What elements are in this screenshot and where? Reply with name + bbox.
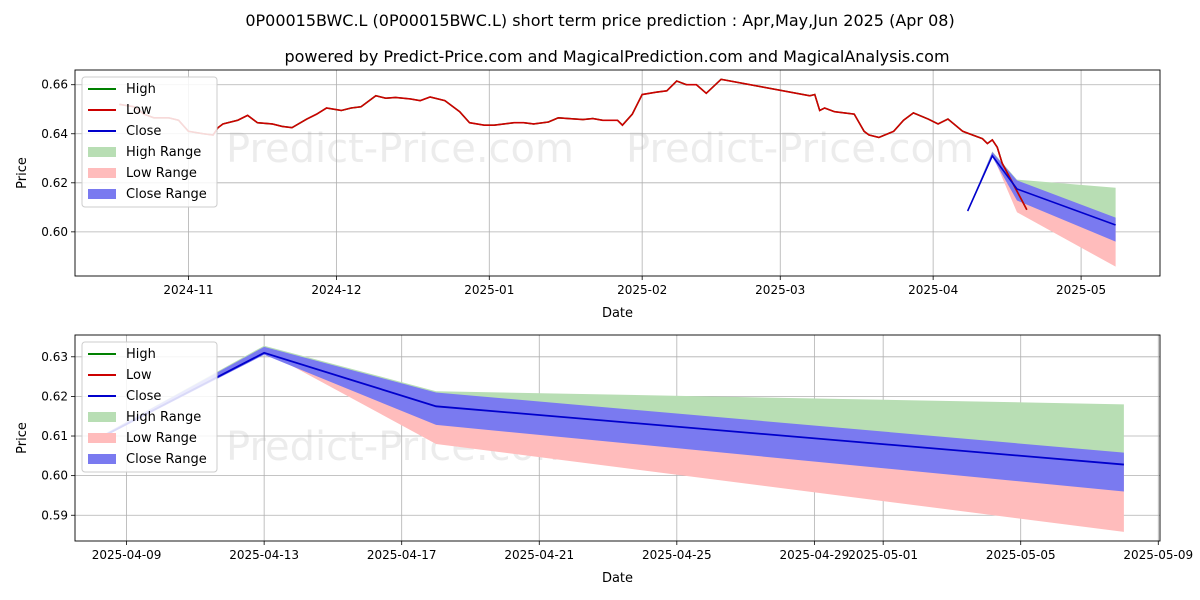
prediction-legend-label-low-range: Low Range <box>126 431 197 446</box>
history-watermark: Predict-Price.com <box>626 126 974 172</box>
prediction-y-tick-label: 0.59 <box>41 508 68 522</box>
prediction-plot-frame <box>74 334 1161 542</box>
prediction-legend-swatch-close-range <box>88 454 116 464</box>
history-plot-frame <box>74 69 1161 277</box>
history-chart-panel: Predict-Price.com Predict-Price.com 2024-1… <box>15 69 1161 321</box>
history-legend-swatch-high-range <box>88 147 116 157</box>
prediction-x-tick-label: 2025-05-09 <box>1123 548 1193 562</box>
prediction-x-tick-label: 2025-04-21 <box>504 548 574 562</box>
history-x-tick-label: 2024-12 <box>311 283 361 297</box>
history-legend-label-high: High <box>126 82 156 97</box>
history-legend-label-close: Close <box>126 124 161 139</box>
history-legend-label-high-range: High Range <box>126 145 201 160</box>
history-legend-swatch-close-range <box>88 189 116 199</box>
prediction-legend-label-close-range: Close Range <box>126 452 207 467</box>
prediction-y-tick-label: 0.60 <box>41 469 68 483</box>
prediction-legend-label-close: Close <box>126 389 161 404</box>
history-y-tick-label: 0.66 <box>41 78 68 92</box>
history-y-axis-label: Price <box>15 157 30 189</box>
prediction-x-tick-label: 2025-04-25 <box>642 548 712 562</box>
prediction-x-tick-label: 2025-04-13 <box>229 548 299 562</box>
prediction-y-tick-label: 0.63 <box>41 350 68 364</box>
history-close-range-band <box>967 152 1116 242</box>
prediction-legend-label-high-range: High Range <box>126 410 201 425</box>
history-x-tick-label: 2024-11 <box>163 283 213 297</box>
prediction-x-tick-label: 2025-05-01 <box>848 548 918 562</box>
prediction-close-range-band <box>92 346 1124 492</box>
chart-title: 0P00015BWC.L (0P00015BWC.L) short term p… <box>245 11 954 30</box>
prediction-x-axis-label: Date <box>602 571 633 586</box>
prediction-legend-label-low: Low <box>126 368 152 383</box>
prediction-chart-panel: Predict-Price.comPredict-Price.com2025-0… <box>15 334 1193 586</box>
history-y-tick-label: 0.60 <box>41 225 68 239</box>
history-legend-label-low-range: Low Range <box>126 166 197 181</box>
prediction-x-tick-label: 2025-04-09 <box>92 548 162 562</box>
prediction-x-tick-label: 2025-04-29 <box>780 548 850 562</box>
history-legend-label-low: Low <box>126 103 152 118</box>
history-watermark: Predict-Price.com <box>226 126 574 172</box>
history-y-tick-label: 0.64 <box>41 127 68 141</box>
history-x-tick-label: 2025-03 <box>755 283 805 297</box>
history-x-tick-label: 2025-05 <box>1056 283 1106 297</box>
history-close-forecast-line <box>966 154 1116 226</box>
history-x-tick-label: 2025-02 <box>617 283 667 297</box>
prediction-x-tick-label: 2025-04-17 <box>367 548 437 562</box>
history-y-tick-label: 0.62 <box>41 176 68 190</box>
prediction-y-tick-label: 0.61 <box>41 429 68 443</box>
chart-subtitle: powered by Predict-Price.com and Magical… <box>284 47 949 66</box>
prediction-y-tick-label: 0.62 <box>41 389 68 403</box>
history-x-tick-label: 2025-01 <box>464 283 514 297</box>
history-low-line <box>119 78 1028 211</box>
history-x-tick-label: 2025-04 <box>908 283 958 297</box>
history-legend-swatch-low-range <box>88 168 116 178</box>
prediction-legend-swatch-low-range <box>88 433 116 443</box>
history-x-axis-label: Date <box>602 306 633 321</box>
history-legend-label-close-range: Close Range <box>126 187 207 202</box>
prediction-legend-label-high: High <box>126 347 156 362</box>
prediction-y-axis-label: Price <box>15 422 30 454</box>
prediction-legend-swatch-high-range <box>88 412 116 422</box>
prediction-x-tick-label: 2025-05-05 <box>986 548 1056 562</box>
